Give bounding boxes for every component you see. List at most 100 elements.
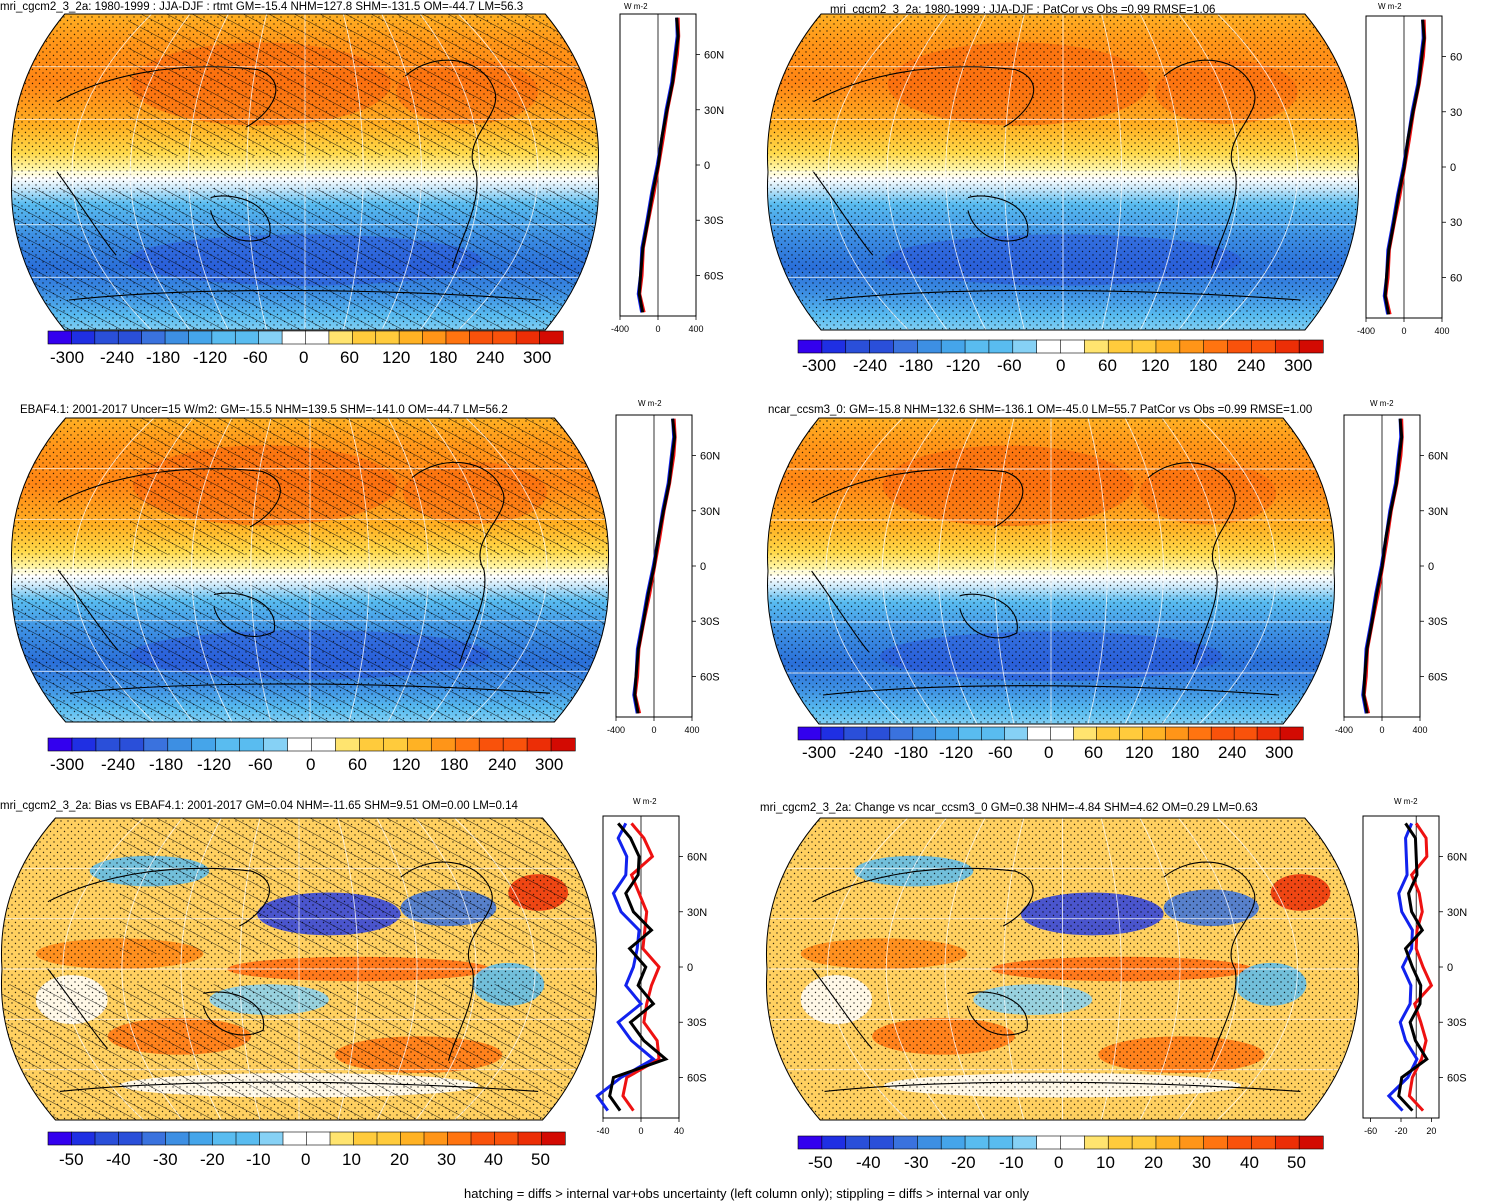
colorbar-swatch	[376, 1131, 402, 1146]
colorbar-swatch	[940, 339, 966, 354]
colorbar-swatch	[234, 330, 260, 345]
mean-profile-line	[633, 418, 677, 714]
colorbar-swatch	[1142, 726, 1166, 741]
coastline	[56, 66, 277, 128]
y-tick-label: 0	[1428, 561, 1434, 573]
colorbar-swatch	[869, 339, 895, 354]
coastline	[47, 968, 109, 1049]
cbar-tick: 50	[1287, 1153, 1306, 1172]
cbar-tick: 0	[1044, 743, 1054, 762]
cbar-tick: 300	[535, 755, 564, 774]
colorbar-swatch	[329, 1131, 355, 1146]
cbar-tick: -180	[149, 755, 184, 774]
colorbar-swatch	[422, 330, 447, 345]
colorbar-swatch	[188, 330, 213, 345]
graticule-line	[885, 818, 947, 1120]
colorbar-swatch	[988, 1135, 1014, 1150]
y-tick-label: 30S	[1428, 616, 1448, 628]
coastline	[68, 289, 542, 301]
graticule-line	[1087, 418, 1108, 724]
colorbar-swatch	[821, 1135, 847, 1150]
map-field	[11, 418, 609, 722]
x-tick-label: 20	[1426, 1126, 1436, 1136]
colorbar-swatch	[478, 737, 504, 752]
graticule-line	[131, 418, 194, 722]
colorbar-swatch	[352, 330, 377, 345]
coastline	[47, 867, 270, 927]
coastline	[400, 861, 493, 1061]
colorbar-swatch	[843, 726, 868, 741]
cbar-tick: 0	[1056, 356, 1066, 375]
graticule-line	[1198, 418, 1277, 724]
mean-profile-line	[637, 17, 680, 313]
colorbar-swatch	[541, 1131, 566, 1146]
graticule-line	[994, 418, 1015, 724]
graticule-line	[121, 818, 183, 1120]
coastline	[959, 593, 1018, 639]
x-tick-label: -400	[611, 324, 629, 334]
hatching	[119, 818, 597, 954]
colorbar-swatch	[988, 339, 1014, 354]
cbar-tick: 40	[484, 1150, 503, 1169]
x-tick-label: 0	[1401, 326, 1406, 336]
graticule-line	[72, 418, 155, 722]
cbar-tick: -240	[853, 356, 888, 375]
zonal-profile-bias: -40 0 40 60N 30N 0 30S 60S	[595, 815, 707, 1136]
y-tick-label: 30N	[1447, 907, 1467, 919]
colorbar-swatch	[119, 737, 145, 752]
colorbar-swatch	[526, 737, 552, 752]
coastline	[56, 171, 117, 256]
graticule-line	[944, 818, 986, 1120]
cbar-tick: 120	[1141, 356, 1170, 375]
cbar-tick: -20	[951, 1153, 976, 1172]
cbar-tick: -180	[894, 743, 929, 762]
graticule-line	[250, 418, 272, 722]
graticule-line	[1178, 14, 1240, 330]
zonal-profile-mri-mean: -400 0 400 60N 30N 0 30S 60S	[611, 13, 724, 334]
map-outline	[0, 817, 598, 1121]
y-tick-label: 30S	[1447, 1017, 1467, 1029]
cbar-tick: 300	[1284, 356, 1313, 375]
map-field	[11, 14, 599, 330]
colorbar-swatch	[502, 737, 528, 752]
cbar-tick: -30	[904, 1153, 929, 1172]
colorbar-swatch	[935, 726, 960, 741]
cbar-tick: -300	[50, 755, 85, 774]
zonal-unit-change: W m-2	[1394, 797, 1418, 806]
colorbar-swatch	[1107, 1135, 1133, 1150]
y-tick-label: 60	[1450, 52, 1462, 64]
colorbar-swatch	[912, 726, 937, 741]
coastline	[813, 171, 874, 256]
map-outline	[767, 417, 1335, 725]
coastline	[812, 968, 873, 1049]
colorbar-swatch	[1164, 726, 1189, 741]
colorbar-swatch	[1012, 339, 1038, 354]
graticule-line	[1139, 14, 1181, 330]
colorbar-swatch	[1119, 726, 1143, 741]
coastline	[69, 683, 551, 694]
colorbar-swatch	[1298, 1135, 1324, 1150]
x-tick-label: 400	[684, 725, 699, 735]
cbar-tick: -240	[100, 348, 135, 367]
colorbar-swatch	[893, 1135, 918, 1150]
cbar-tick: -40	[106, 1150, 131, 1169]
colorbar-swatch	[1179, 339, 1205, 354]
colorbar-swatch	[964, 1135, 990, 1150]
colorbar-swatch	[211, 330, 236, 345]
colorbar-swatch	[1004, 726, 1029, 741]
colorbar-swatch	[235, 1131, 261, 1146]
y-tick-label: 30N	[700, 506, 720, 518]
cbar-tick: -10	[999, 1153, 1024, 1172]
cbar-tick: -120	[193, 348, 228, 367]
graticule-line	[239, 818, 261, 1120]
coastline	[1147, 462, 1236, 665]
colorbar-swatch	[1073, 726, 1098, 741]
coastline	[813, 66, 1035, 128]
colorbar-swatch	[1251, 339, 1276, 354]
y-tick-label: 60S	[700, 671, 720, 683]
cbar-tick: 120	[382, 348, 411, 367]
y-tick-label: 60N	[1428, 451, 1448, 463]
mean-profile-line	[608, 822, 669, 1112]
colorbar-swatch	[258, 330, 283, 345]
colorbar-swatch	[328, 330, 353, 345]
